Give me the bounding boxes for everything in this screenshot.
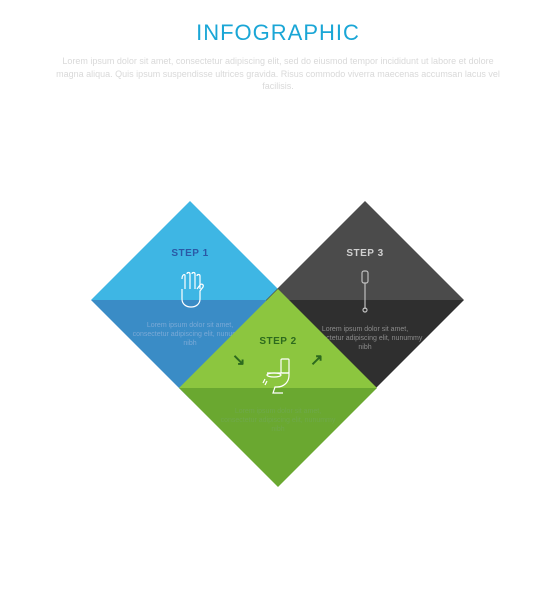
step-2-lorem: Lorem ipsum dolor sit amet, consectetur … xyxy=(218,408,338,434)
step-1-label: STEP 1 xyxy=(171,248,208,259)
toothbrush-icon xyxy=(356,269,374,318)
step-2-diamond: STEP 2 Lorem ipsum dolor sit amet, conse… xyxy=(208,318,348,458)
glove-icon xyxy=(173,269,207,314)
header-lorem: Lorem ipsum dolor sit amet, consectetur … xyxy=(48,55,508,93)
arrow-step1-to-step2: ↘ xyxy=(232,350,245,370)
step-2-label: STEP 2 xyxy=(259,336,296,347)
infographic-canvas: INFOGRAPHIC Lorem ipsum dolor sit amet, … xyxy=(0,0,556,600)
step-3-label: STEP 3 xyxy=(346,248,383,259)
toilet-icon xyxy=(261,357,295,400)
page-title: INFOGRAPHIC xyxy=(0,20,556,46)
arrow-step2-to-step3: ↗ xyxy=(310,350,323,370)
